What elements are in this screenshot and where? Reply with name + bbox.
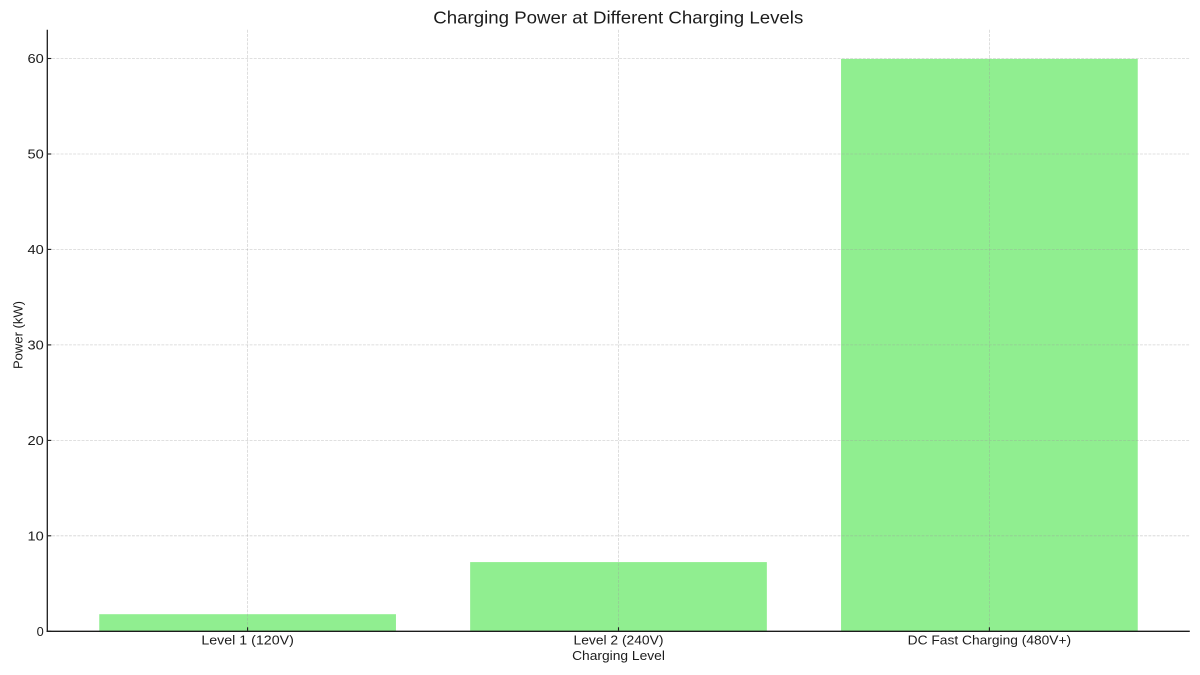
svg-text:Power (kW): Power (kW): [10, 301, 25, 369]
svg-text:Level 1 (120V): Level 1 (120V): [201, 633, 294, 648]
svg-text:60: 60: [28, 51, 44, 66]
svg-text:50: 50: [28, 147, 44, 162]
svg-text:Charging Power at Different Ch: Charging Power at Different Charging Lev…: [433, 7, 803, 27]
svg-text:10: 10: [28, 528, 44, 543]
svg-text:DC Fast Charging (480V+): DC Fast Charging (480V+): [908, 633, 1072, 648]
svg-text:0: 0: [37, 624, 44, 639]
svg-text:40: 40: [28, 242, 44, 257]
svg-text:30: 30: [28, 337, 44, 352]
svg-text:20: 20: [28, 433, 44, 448]
svg-text:Charging Level: Charging Level: [572, 648, 665, 663]
svg-text:Level 2 (240V): Level 2 (240V): [574, 633, 664, 648]
